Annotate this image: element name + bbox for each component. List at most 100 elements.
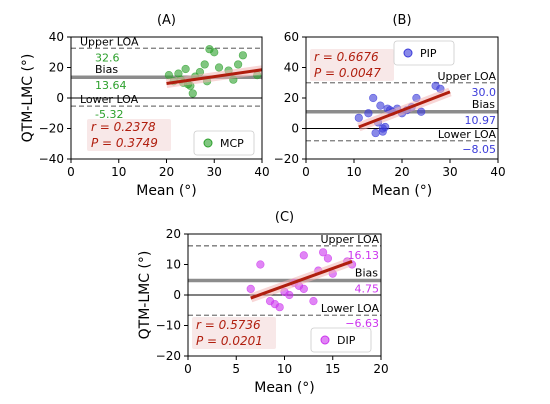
stat-r: r = 0.2378 xyxy=(91,120,156,134)
x-tick-label: 30 xyxy=(442,165,457,179)
data-point xyxy=(369,93,378,103)
x-tick-label: 10 xyxy=(346,165,361,179)
legend-label: DIP xyxy=(337,334,356,347)
x-tick-label: 0 xyxy=(302,165,310,179)
data-point xyxy=(285,290,294,300)
legend-box xyxy=(193,130,255,156)
lower-loa-label: Lower LOA xyxy=(80,93,139,106)
legend-marker xyxy=(403,48,413,58)
data-point xyxy=(354,113,363,122)
x-axis-label: Mean (°) xyxy=(136,183,197,199)
legend-marker xyxy=(320,335,330,345)
legend-box xyxy=(393,40,455,66)
panel-2: (C) 0 5 10 15 20 −20 −10 0 10 20 Mean (°) QTM-LMC (°… xyxy=(137,210,389,396)
data-point xyxy=(188,89,197,98)
stat-r: r = 0.5736 xyxy=(196,318,261,332)
upper-loa-value: 32.6 xyxy=(95,51,120,64)
legend-label: MCP xyxy=(220,137,244,150)
x-tick-label: 40 xyxy=(490,165,505,179)
data-point xyxy=(376,101,385,110)
x-axis-label: Mean (°) xyxy=(254,380,315,396)
panel-title: (C) xyxy=(275,210,294,225)
stat-r: r = 0.6676 xyxy=(314,50,379,64)
x-tick-label: 30 xyxy=(207,165,222,179)
data-point xyxy=(234,60,243,69)
y-tick-label: 0 xyxy=(173,288,181,302)
stats-box xyxy=(87,119,171,151)
y-tick-label: 20 xyxy=(284,91,299,105)
data-point xyxy=(210,48,219,57)
data-point xyxy=(256,260,265,269)
data-point xyxy=(299,284,308,294)
bias-label: Bias xyxy=(355,267,378,280)
x-tick-label: 10 xyxy=(277,362,292,376)
y-tick-label: 10 xyxy=(166,258,181,272)
legend-label: PIP xyxy=(420,47,437,60)
x-tick-label: 20 xyxy=(159,165,174,179)
legend-box xyxy=(310,327,372,353)
data-point xyxy=(181,64,190,74)
x-tick-label: 0 xyxy=(184,362,192,376)
data-point xyxy=(417,107,426,116)
lower-loa-value: -5.32 xyxy=(95,108,123,121)
data-point xyxy=(371,128,380,138)
data-point xyxy=(246,284,255,294)
data-point xyxy=(238,51,247,60)
y-tick-label: 20 xyxy=(49,61,64,75)
data-point xyxy=(214,63,224,72)
data-point xyxy=(275,303,284,312)
panel-title: (B) xyxy=(392,13,411,28)
lower-loa-value: −6.63 xyxy=(345,317,379,330)
stat-p: P = 0.0201 xyxy=(196,334,263,348)
y-tick-label: 0 xyxy=(291,122,299,136)
data-point xyxy=(364,109,373,118)
legend-marker xyxy=(203,138,213,148)
x-tick-label: 20 xyxy=(394,165,409,179)
upper-loa-label: Upper LOA xyxy=(320,233,379,246)
x-tick-label: 20 xyxy=(373,362,388,376)
bias-value: 4.75 xyxy=(355,283,380,296)
x-tick-label: 40 xyxy=(254,165,269,179)
data-point xyxy=(299,251,308,260)
bias-value: 10.97 xyxy=(465,114,497,127)
bias-label: Bias xyxy=(95,63,118,76)
y-tick-label: −40 xyxy=(39,152,64,166)
upper-loa-label: Upper LOA xyxy=(80,35,139,48)
data-point xyxy=(309,297,318,306)
upper-loa-value: 16.13 xyxy=(348,249,380,262)
x-tick-label: 0 xyxy=(67,165,75,179)
panel-0: (A) 0 10 20 30 40 −40 −20 0 20 40 Mean (°) QTM-LMC (… xyxy=(20,13,270,199)
y-tick-label: −20 xyxy=(39,122,64,136)
data-point xyxy=(323,254,333,263)
regression-line xyxy=(166,68,263,85)
y-tick-label: 0 xyxy=(56,91,64,105)
x-axis-label: Mean (°) xyxy=(372,183,433,199)
y-tick-label: −20 xyxy=(156,349,181,363)
stats-box xyxy=(310,49,394,81)
x-tick-label: 10 xyxy=(111,165,126,179)
lower-loa-value: −8.05 xyxy=(462,143,496,156)
data-point xyxy=(319,248,328,257)
lower-loa-label: Lower LOA xyxy=(438,128,497,141)
data-point xyxy=(200,60,209,69)
regression-line xyxy=(250,260,353,300)
y-axis-label: QTM-LMC (°) xyxy=(137,251,153,340)
x-tick-label: 5 xyxy=(232,362,240,376)
stat-p: P = 0.0047 xyxy=(314,66,381,80)
x-tick-label: 15 xyxy=(325,362,340,376)
y-tick-label: 40 xyxy=(284,61,299,75)
upper-loa-value: 30.0 xyxy=(472,86,497,99)
data-point xyxy=(378,127,387,136)
stat-p: P = 0.3749 xyxy=(91,136,158,150)
upper-loa-label: Upper LOA xyxy=(437,70,496,83)
stats-box xyxy=(192,317,276,349)
panel-title: (A) xyxy=(157,13,176,28)
lower-loa-label: Lower LOA xyxy=(321,302,380,315)
y-tick-label: −10 xyxy=(156,319,181,333)
y-tick-label: −20 xyxy=(274,152,299,166)
bias-label: Bias xyxy=(472,98,495,111)
bias-value: 13.64 xyxy=(95,79,127,92)
y-tick-label: 40 xyxy=(49,30,64,44)
